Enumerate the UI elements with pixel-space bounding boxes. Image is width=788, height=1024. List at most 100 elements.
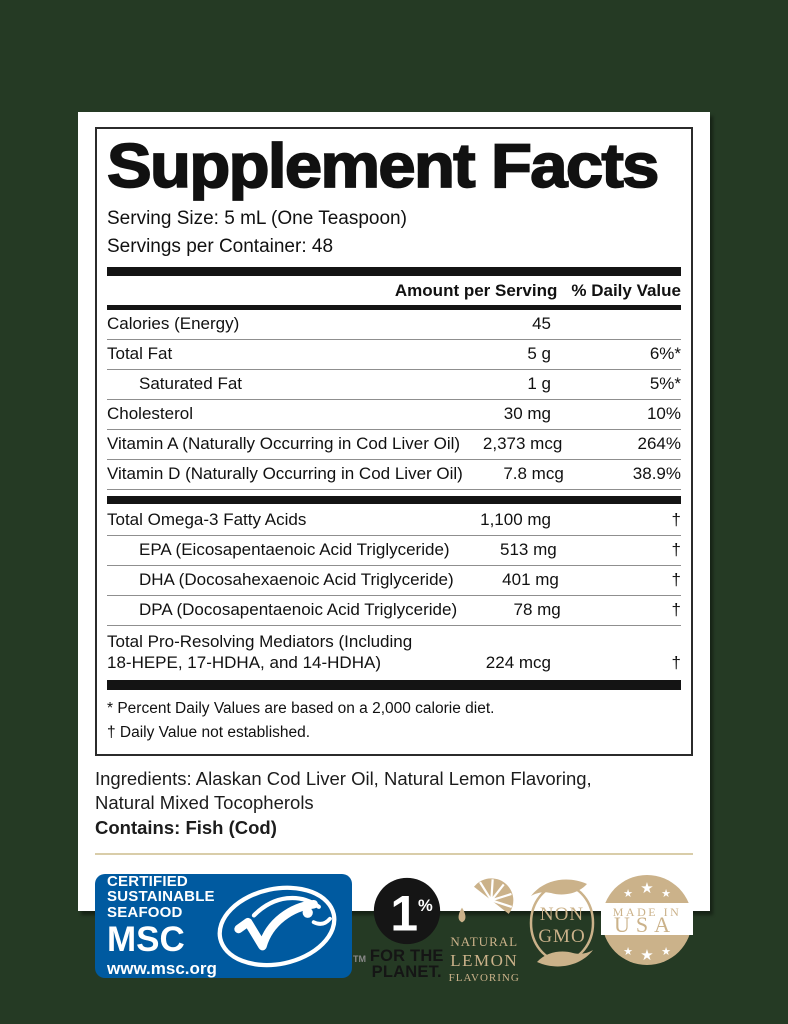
supplement-label: Supplement Facts Serving Size: 5 mL (One…	[78, 112, 710, 984]
nutrient-amount: 5 g	[527, 344, 551, 364]
column-header-daily-value: % Daily Value	[571, 280, 681, 300]
table-row: EPA (Eicosapentaenoic Acid Triglyceride)…	[107, 536, 681, 566]
non-gmo-line-1: NON	[540, 904, 584, 925]
nutrient-daily-value: 264%	[637, 434, 681, 454]
one-percent-number: 1	[390, 885, 418, 941]
made-in-usa-stamp-icon: MADE IN USA ★ ★ ★ ★ ★ ★	[601, 875, 693, 966]
ingredients-line-2: Natural Mixed Tocopherols	[95, 792, 314, 814]
msc-certified-badge: CERTIFIED SUSTAINABLE SEAFOOD MSC www.ms…	[95, 872, 366, 979]
star-icon: ★	[623, 887, 633, 900]
table-row: DPA (Docosapentaenoic Acid Triglyceride)…	[107, 596, 681, 626]
planet-line-2: PLANET.	[371, 963, 442, 982]
nutrient-daily-value: 10%	[646, 404, 681, 424]
serving-size: Serving Size: 5 mL (One Teaspoon)	[107, 207, 407, 229]
nutrient-name: Saturated Fat	[139, 374, 243, 394]
nutrient-amount: 513 mg	[499, 540, 557, 560]
usa-line-1: MADE IN	[613, 905, 682, 919]
nutrient-name: Calories (Energy)	[107, 314, 240, 334]
nutrient-daily-value: 6%*	[649, 344, 681, 364]
nutrient-amount: 1 g	[527, 374, 551, 394]
servings-per-container: Servings per Container: 48	[107, 235, 334, 257]
footnote-daily-values: * Percent Daily Values are based on a 2,…	[107, 700, 495, 718]
ingredients-section: Ingredients: Alaskan Cod Liver Oil, Natu…	[95, 767, 693, 840]
nutrient-name: Vitamin A (Naturally Occurring in Cod Li…	[107, 434, 461, 454]
lemon-line-1: NATURAL	[450, 934, 519, 950]
table-row: Cholesterol 30 mg 10%	[107, 400, 681, 430]
table-row: Calories (Energy) 45	[107, 310, 681, 340]
msc-url: www.msc.org	[107, 958, 217, 978]
leaf-icon	[537, 950, 593, 967]
nutrient-amount: 2,373 mcg	[482, 434, 563, 454]
nutrient-name: Vitamin D (Naturally Occurring in Cod Li…	[107, 464, 463, 484]
nutrient-name: Total Pro-Resolving Mediators (Including…	[107, 631, 413, 673]
nutrient-daily-value: 5%*	[649, 374, 681, 394]
facts-title: Supplement Facts	[106, 132, 660, 201]
supplement-facts-panel: Supplement Facts Serving Size: 5 mL (One…	[95, 127, 693, 756]
table-row: Total Omega-3 Fatty Acids 1,100 mg †	[107, 506, 681, 536]
thick-divider-bar	[107, 680, 681, 691]
lemon-line-3: FLAVORING	[448, 972, 520, 985]
star-icon: ★	[640, 946, 653, 964]
nutrient-amount: 401 mg	[502, 570, 559, 590]
nutrient-amount: 1,100 mg	[480, 510, 551, 530]
table-header-row: Amount per Serving % Daily Value	[107, 276, 681, 305]
droplet-icon	[458, 907, 466, 923]
nutrient-amount: 224 mcg	[485, 653, 551, 673]
one-percent-for-the-planet-badge: 1 % FOR THE PLANET.	[368, 874, 446, 982]
star-icon: ★	[661, 945, 671, 958]
nutrient-name: Total Fat	[107, 344, 173, 364]
nutrient-amount: 45	[532, 314, 551, 334]
non-gmo-oval-leaf-icon: NON GMO	[529, 879, 595, 967]
msc-cert-line: SUSTAINABLE	[107, 888, 215, 906]
non-gmo-badge: NON GMO	[523, 874, 601, 970]
one-percent-circle-icon: 1 %	[373, 877, 440, 945]
nutrient-amount: 30 mg	[503, 404, 551, 424]
gold-divider-line	[95, 853, 693, 856]
footnotes: * Percent Daily Values are based on a 2,…	[107, 690, 681, 744]
footnote-dagger: † Daily Value not established.	[107, 723, 311, 741]
omega-nutrient-rows: Total Omega-3 Fatty Acids 1,100 mg † EPA (E…	[107, 506, 681, 677]
nutrient-amount: 7.8 mcg	[503, 464, 564, 484]
msc-cert-line: SEAFOOD	[107, 904, 183, 921]
nutrient-daily-value: †	[671, 510, 681, 530]
table-row: Total Fat 5 g 6%*	[107, 340, 681, 370]
allergen-contains: Contains: Fish (Cod)	[95, 816, 277, 838]
certification-badges: CERTIFIED SUSTAINABLE SEAFOOD MSC www.ms…	[95, 872, 693, 984]
thick-divider-bar	[107, 495, 681, 504]
one-percent-sign: %	[418, 896, 433, 915]
nutrient-daily-value: †	[671, 653, 681, 673]
nutrient-name: Cholesterol	[107, 404, 193, 424]
non-gmo-line-2: GMO	[538, 926, 585, 947]
nutrient-name: DPA (Docosapentaenoic Acid Triglyceride)	[139, 600, 458, 620]
msc-brand-name: MSC	[107, 919, 185, 959]
natural-lemon-flavoring-badge: NATURAL LEMON FLAVORING	[446, 874, 524, 984]
nutrient-daily-value: 38.9%	[632, 464, 681, 484]
nutrient-daily-value: †	[671, 570, 681, 590]
thick-divider-bar	[107, 266, 681, 276]
table-row: Saturated Fat 1 g 5%*	[107, 370, 681, 400]
nutrient-daily-value: †	[671, 540, 681, 560]
msc-trademark: TM	[353, 954, 366, 965]
nutrient-amount: 78 mg	[513, 600, 561, 620]
medium-divider-bar	[107, 304, 681, 310]
star-icon: ★	[623, 945, 633, 958]
lemon-line-2: LEMON	[450, 951, 519, 971]
msc-fish-checkmark-icon	[217, 885, 337, 968]
nutrient-daily-value: †	[671, 600, 681, 620]
usa-line-2: USA	[614, 912, 676, 937]
table-row: DHA (Docosahexaenoic Acid Triglyceride) 4…	[107, 566, 681, 596]
main-nutrient-rows: Calories (Energy) 45 Total Fat 5 g 6%* Satura…	[107, 310, 681, 490]
planet-line-1: FOR THE	[369, 947, 444, 966]
leaf-icon	[531, 879, 587, 897]
ingredients-line-1: Ingredients: Alaskan Cod Liver Oil, Natu…	[95, 767, 592, 789]
made-in-usa-badge: MADE IN USA ★ ★ ★ ★ ★ ★	[601, 874, 693, 966]
nutrient-name: Total Omega-3 Fatty Acids	[107, 510, 307, 530]
table-row: Vitamin D (Naturally Occurring in Cod Li…	[107, 460, 681, 490]
nutrient-name: DHA (Docosahexaenoic Acid Triglyceride)	[139, 570, 454, 590]
column-header-amount: Amount per Serving	[394, 280, 558, 300]
msc-cert-line: CERTIFIED	[107, 872, 188, 890]
star-icon: ★	[661, 887, 671, 900]
table-row: Vitamin A (Naturally Occurring in Cod Li…	[107, 430, 681, 460]
star-icon: ★	[640, 879, 653, 897]
table-row: Total Pro-Resolving Mediators (Including…	[107, 626, 681, 677]
